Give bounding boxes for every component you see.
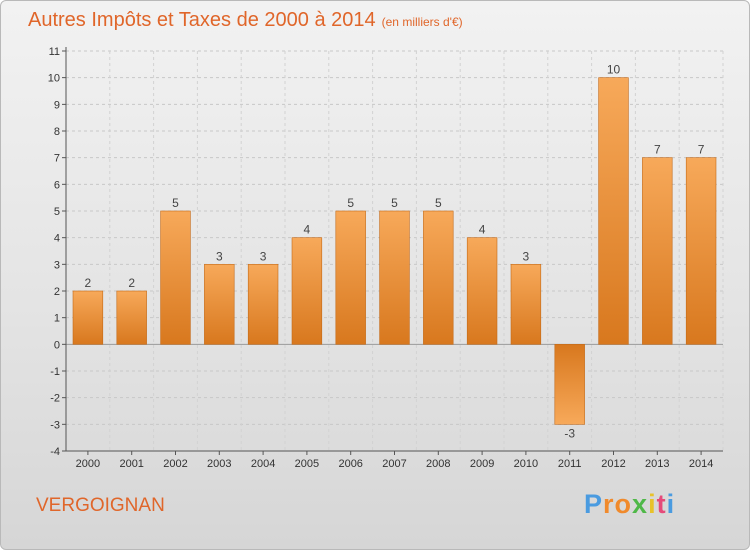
data-label-2008: 5 (435, 196, 442, 210)
x-tick-label-2008: 2008 (426, 458, 450, 470)
title-text: Autres Impôts et Taxes de 2000 à 2014 (28, 9, 376, 31)
y-tick-label: 2 (54, 286, 60, 298)
data-label-2001: 2 (128, 276, 135, 290)
logo-letter: i (648, 489, 657, 519)
logo-letter: o (614, 489, 633, 519)
x-tick-label-2004: 2004 (251, 458, 275, 470)
data-label-2004: 3 (260, 249, 267, 263)
y-tick-label: 3 (54, 259, 60, 271)
data-label-2000: 2 (85, 276, 92, 290)
bar-2014 (685, 157, 717, 345)
data-label-2014: 7 (698, 143, 705, 157)
x-axis: 2000 2001 2002 2003 2004 2005 2006 2007 2008 2009… (66, 450, 723, 470)
data-label-2002: 5 (172, 196, 179, 210)
data-label-2009: 4 (479, 223, 486, 237)
y-axis: -4 -3 -2 -1 0 1 2 3 4 5 6 7 8 9 10 11 (48, 46, 67, 458)
y-tick-label: 7 (54, 153, 60, 165)
logo-letter: P (584, 489, 604, 519)
logo-letter: r (603, 489, 615, 519)
bar-2005 (291, 237, 323, 345)
bar-2008 (423, 210, 454, 345)
y-tick-label: -4 (50, 446, 60, 458)
bar-2006 (335, 210, 366, 345)
y-tick-label: -3 (50, 419, 60, 431)
y-tick-label: -2 (50, 393, 60, 405)
data-label-2005: 4 (304, 223, 311, 237)
x-tick-label-2007: 2007 (382, 458, 406, 470)
data-label-2010: 3 (523, 249, 530, 263)
data-label-2012: 10 (607, 63, 621, 77)
y-tick-label: 9 (54, 99, 60, 111)
x-tick-label-2006: 2006 (338, 458, 362, 470)
data-label-2003: 3 (216, 249, 223, 263)
x-tick-label-2002: 2002 (163, 458, 187, 470)
logo-letter: i (666, 489, 676, 519)
y-tick-label: 10 (48, 73, 60, 85)
x-tick-label-2014: 2014 (689, 458, 713, 470)
data-labels: 2 2 5 3 3 4 5 5 5 4 3 -3 10 7 7 (85, 63, 705, 441)
x-tick-label-2003: 2003 (207, 458, 231, 470)
x-tick-label-2009: 2009 (470, 458, 494, 470)
y-tick-label: 11 (49, 46, 60, 58)
bar-2013 (642, 157, 673, 345)
x-tick-label-2000: 2000 (76, 458, 100, 470)
bar-2001 (116, 290, 147, 345)
data-label-2011: -3 (564, 426, 575, 440)
x-tick-label-2001: 2001 (119, 458, 143, 470)
logo-letter: x (632, 489, 649, 519)
y-tick-label: 6 (54, 179, 60, 191)
bar-2000 (72, 290, 104, 345)
logo-letter: t (656, 489, 667, 519)
x-tick-label-2011: 2011 (558, 458, 582, 470)
proxiti-logo: Proxiti (584, 489, 675, 520)
y-tick-label: 1 (54, 313, 60, 325)
x-tick-label-2012: 2012 (601, 458, 625, 470)
bar-2011 (554, 344, 585, 425)
title-unit: (en milliers d'€) (381, 15, 463, 29)
bar-2004 (247, 264, 279, 345)
bar-2002 (160, 210, 191, 345)
commune-name: VERGOIGNAN (36, 495, 165, 516)
y-tick-label: 4 (54, 233, 60, 245)
x-tick-label-2010: 2010 (514, 458, 538, 470)
chart-title: Autres Impôts et Taxes de 2000 à 2014 (en… (28, 9, 463, 32)
y-tick-label: -1 (50, 366, 60, 378)
bars (72, 77, 717, 425)
bar-2007 (379, 210, 410, 345)
y-tick-label: 0 (54, 339, 60, 351)
data-label-2013: 7 (654, 143, 661, 157)
bar-2009 (466, 237, 498, 345)
data-label-2007: 5 (391, 196, 398, 210)
x-tick-label-2005: 2005 (295, 458, 319, 470)
y-tick-label: 5 (54, 206, 60, 218)
x-tick-label-2013: 2013 (645, 458, 669, 470)
data-label-2006: 5 (347, 196, 354, 210)
y-tick-label: 8 (54, 126, 60, 138)
bar-2003 (204, 264, 235, 345)
bar-2012 (598, 77, 629, 345)
bar-2010 (510, 264, 542, 345)
